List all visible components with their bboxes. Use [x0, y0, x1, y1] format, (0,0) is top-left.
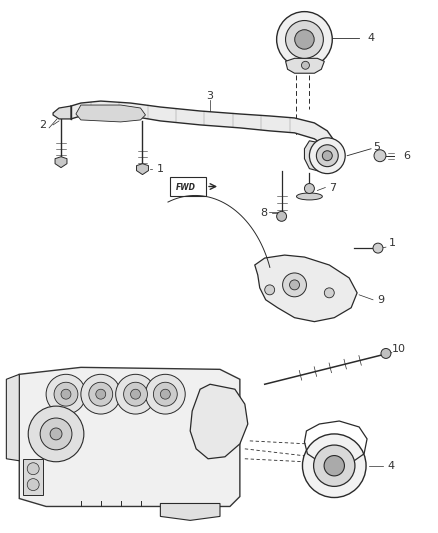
Polygon shape [55, 157, 67, 168]
Circle shape [309, 138, 345, 174]
Polygon shape [19, 367, 240, 506]
Circle shape [277, 12, 332, 67]
Circle shape [61, 389, 71, 399]
Text: 1: 1 [157, 164, 164, 174]
Text: 9: 9 [378, 295, 385, 305]
Circle shape [295, 30, 314, 49]
Polygon shape [137, 164, 148, 175]
Circle shape [322, 151, 332, 160]
Text: 5: 5 [374, 142, 381, 152]
Circle shape [316, 145, 338, 167]
Circle shape [40, 418, 72, 450]
Circle shape [265, 285, 275, 295]
Polygon shape [23, 459, 43, 495]
Polygon shape [255, 255, 357, 321]
Text: 4: 4 [367, 34, 374, 44]
Polygon shape [76, 105, 145, 122]
Text: 6: 6 [403, 151, 410, 161]
Circle shape [27, 463, 39, 475]
Circle shape [153, 382, 177, 406]
Polygon shape [286, 58, 324, 73]
Polygon shape [71, 101, 337, 168]
Circle shape [27, 479, 39, 490]
Circle shape [81, 374, 120, 414]
Text: 1: 1 [389, 238, 396, 248]
Circle shape [160, 389, 170, 399]
Polygon shape [7, 374, 19, 461]
Circle shape [314, 445, 355, 487]
Text: 8: 8 [260, 208, 267, 219]
Circle shape [124, 382, 148, 406]
Circle shape [89, 382, 113, 406]
Circle shape [324, 456, 344, 476]
Circle shape [290, 280, 300, 290]
Circle shape [50, 428, 62, 440]
Circle shape [116, 374, 155, 414]
Polygon shape [53, 106, 71, 119]
Text: 7: 7 [328, 182, 336, 192]
Circle shape [374, 150, 386, 161]
Circle shape [303, 434, 366, 497]
Circle shape [324, 288, 334, 298]
Circle shape [46, 374, 86, 414]
Polygon shape [304, 141, 341, 173]
Circle shape [145, 374, 185, 414]
Polygon shape [190, 384, 248, 459]
Text: 3: 3 [207, 91, 214, 101]
Circle shape [283, 273, 307, 297]
Circle shape [96, 389, 106, 399]
Circle shape [28, 406, 84, 462]
Circle shape [286, 21, 323, 59]
Circle shape [304, 183, 314, 193]
Text: FWD: FWD [176, 183, 196, 192]
Circle shape [373, 243, 383, 253]
Circle shape [301, 61, 309, 69]
Text: 10: 10 [392, 344, 406, 354]
Circle shape [54, 382, 78, 406]
Ellipse shape [297, 193, 322, 200]
Polygon shape [160, 504, 220, 520]
Text: 2: 2 [39, 120, 47, 130]
Circle shape [277, 212, 286, 221]
Circle shape [131, 389, 141, 399]
Text: 4: 4 [387, 461, 395, 471]
Circle shape [381, 349, 391, 358]
